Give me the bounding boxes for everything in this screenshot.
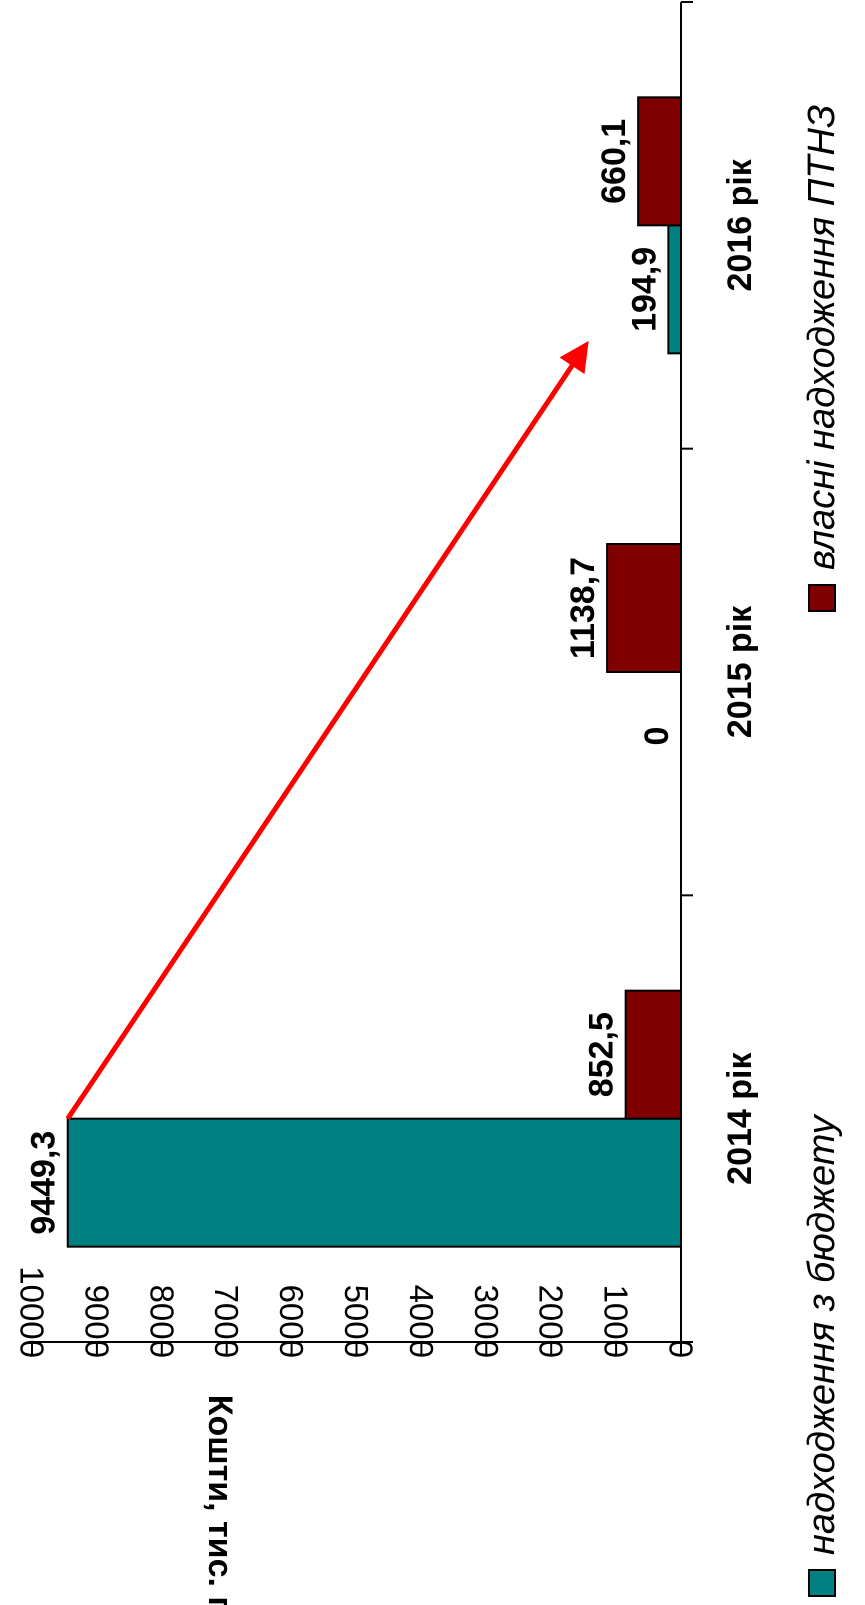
category-label: 2014 рік (721, 1052, 759, 1185)
data-label: 1138,7 (564, 557, 602, 659)
value-tick-label: 10000 (14, 1266, 51, 1358)
annotation-arrow (65, 340, 589, 1121)
legend-label-budget: надходження з бюджету (801, 1113, 843, 1555)
value-tick-label: 6000 (273, 1285, 310, 1358)
category-label: 2015 рік (721, 605, 759, 738)
legend-swatch-own (808, 584, 836, 612)
legend-label-own: власні надходження ПТНЗ (801, 105, 843, 570)
value-tick-label: 1000 (598, 1285, 635, 1358)
data-label: 9449,3 (25, 1131, 63, 1235)
value-tick-label: 7000 (208, 1285, 245, 1358)
value-tick-label: 2000 (533, 1285, 570, 1358)
bar-own-3 (637, 96, 682, 227)
bar-own-1 (624, 989, 682, 1120)
value-tick-label: 0 (663, 1340, 700, 1358)
value-tick-label: 9000 (78, 1285, 115, 1358)
data-label: 660,1 (595, 119, 633, 204)
data-label: 194,9 (625, 247, 663, 332)
value-axis-title: Кошти, тис. грн. (201, 1395, 239, 1605)
legend-swatch-budget (808, 1569, 836, 1597)
value-tick-label: 4000 (403, 1285, 440, 1358)
bar-own-2 (606, 543, 683, 673)
data-label: 852,5 (583, 1012, 621, 1097)
value-tick-label: 8000 (143, 1285, 180, 1358)
bar-budget-1 (66, 1117, 683, 1248)
value-tick-label: 3000 (468, 1285, 505, 1358)
category-label: 2016 рік (721, 158, 759, 291)
value-tick-label: 5000 (338, 1285, 375, 1358)
data-label: 0 (638, 727, 676, 746)
bar-budget-3 (667, 224, 683, 355)
plot-area: 0 1000 2000 3000 4000 5000 6000 7000 8000 9000 100… (14, 1, 843, 1605)
